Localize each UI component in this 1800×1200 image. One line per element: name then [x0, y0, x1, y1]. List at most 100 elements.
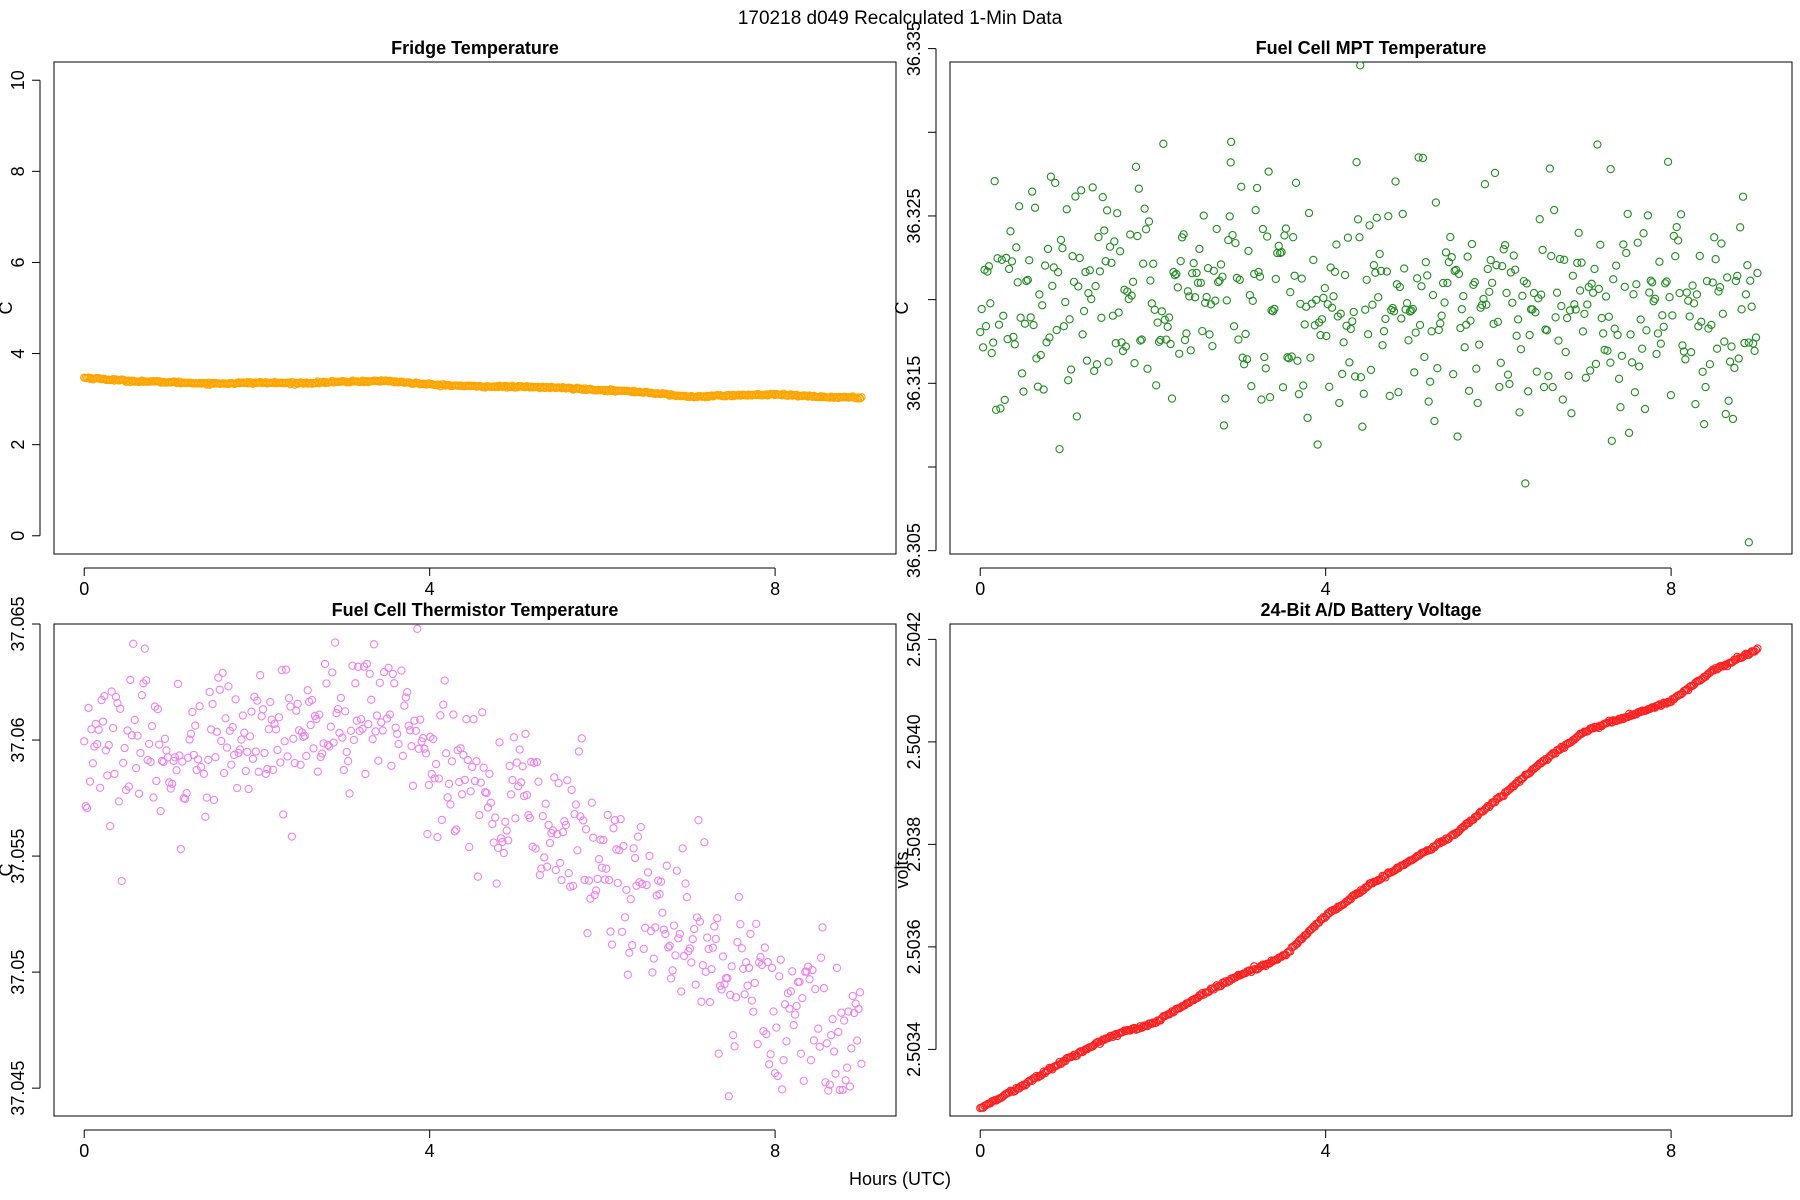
data-point — [1254, 267, 1263, 277]
data-point — [1068, 252, 1077, 261]
data-point — [731, 993, 741, 1002]
data-point — [1477, 300, 1487, 310]
data-point — [1420, 352, 1429, 362]
data-point — [345, 789, 354, 798]
data-point — [375, 678, 384, 687]
data-point — [1686, 347, 1696, 357]
data-point — [984, 262, 994, 271]
data-point — [760, 943, 769, 952]
data-point — [671, 951, 680, 960]
data-point — [1525, 330, 1534, 340]
data-point — [215, 685, 224, 694]
data-point — [1512, 331, 1521, 340]
data-point — [1087, 294, 1096, 304]
data-point — [371, 727, 380, 736]
data-point — [186, 729, 196, 738]
data-point — [211, 753, 220, 762]
data-point — [1480, 180, 1490, 189]
data-point — [134, 789, 144, 798]
data-point — [1006, 227, 1015, 236]
data-point — [505, 761, 514, 771]
data-point — [854, 1004, 863, 1014]
data-point — [1557, 301, 1566, 311]
data-point — [82, 803, 92, 813]
data-point — [1551, 313, 1560, 322]
data-point — [401, 693, 410, 702]
data-point — [991, 405, 1001, 414]
panel-4: 24-Bit A/D Battery Voltage 0 4 8 2.5034 2.503… — [892, 600, 1793, 1161]
data-point — [629, 844, 638, 853]
data-point — [1743, 261, 1752, 270]
data-point — [694, 816, 703, 825]
data-point — [1721, 409, 1730, 419]
data-point — [313, 767, 322, 776]
data-point — [512, 758, 521, 767]
data-point — [1185, 998, 1194, 1007]
data-point — [1382, 267, 1392, 276]
data-point — [377, 718, 386, 727]
data-point — [1564, 371, 1573, 380]
data-point — [622, 885, 631, 895]
data-point — [1662, 277, 1671, 286]
data-point — [482, 788, 491, 798]
y-axis-label: C — [0, 302, 16, 315]
data-point — [713, 914, 722, 923]
data-point — [176, 844, 185, 854]
data-point — [465, 842, 474, 852]
data-point — [790, 1010, 800, 1019]
data-point — [1241, 329, 1250, 339]
data-point — [662, 861, 671, 870]
data-point — [367, 695, 376, 704]
data-point — [697, 997, 706, 1006]
data-point — [1355, 233, 1364, 242]
data-point — [333, 704, 343, 714]
data-point — [456, 744, 465, 753]
data-point — [1385, 391, 1394, 401]
data-point — [1055, 444, 1064, 454]
data-point — [1333, 312, 1342, 321]
data-point — [129, 639, 138, 648]
data-point — [854, 393, 863, 402]
x-tick-label: 4 — [1321, 579, 1331, 599]
data-point — [449, 710, 458, 719]
data-point — [554, 779, 563, 788]
data-point — [789, 1021, 798, 1030]
data-point — [1410, 854, 1419, 863]
data-point — [1375, 249, 1384, 259]
data-point — [753, 1039, 762, 1049]
data-point — [476, 778, 485, 787]
data-point — [1753, 268, 1762, 278]
data-point — [1234, 335, 1243, 344]
data-point — [1613, 330, 1622, 340]
data-point — [1498, 261, 1507, 271]
data-point — [498, 837, 507, 847]
data-point — [1152, 381, 1161, 390]
data-point — [723, 974, 732, 983]
data-point — [607, 940, 617, 949]
data-point — [1599, 329, 1608, 338]
data-point — [446, 800, 455, 809]
data-point — [325, 742, 334, 751]
data-point — [160, 734, 170, 743]
data-point — [130, 715, 139, 725]
y-tick-label: 0 — [8, 531, 28, 541]
data-point — [107, 687, 116, 696]
data-point — [674, 934, 683, 943]
data-point — [1208, 341, 1217, 351]
data-point — [205, 687, 214, 697]
data-point — [1453, 432, 1462, 441]
data-point — [483, 803, 493, 812]
data-point — [805, 975, 814, 984]
data-point — [1319, 293, 1328, 303]
data-point — [1738, 652, 1748, 661]
data-point — [374, 756, 383, 765]
data-point — [1535, 215, 1544, 224]
data-point — [277, 666, 286, 675]
data-point — [1019, 1080, 1028, 1089]
data-point — [1036, 350, 1045, 360]
data-point — [365, 669, 374, 678]
data-point — [1593, 140, 1602, 149]
data-point — [1658, 311, 1667, 320]
data-point — [1575, 286, 1585, 295]
data-point — [1212, 224, 1221, 234]
